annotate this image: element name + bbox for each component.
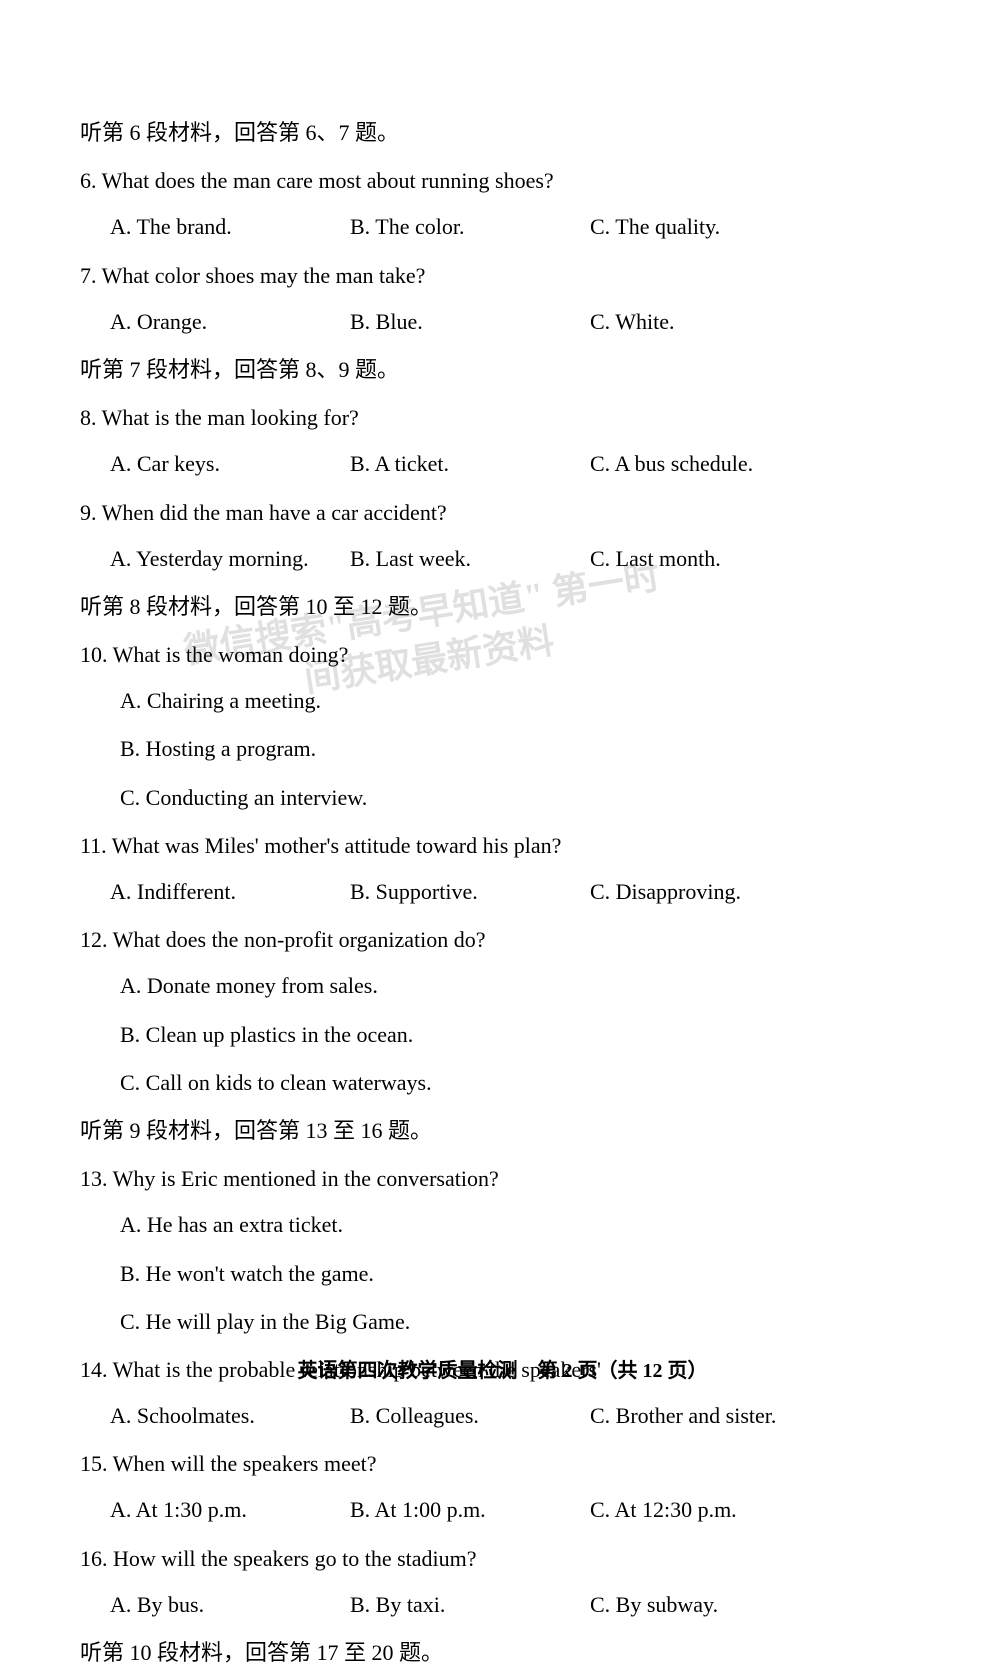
question-13: 13. Why is Eric mentioned in the convers… [80,1156,925,1345]
q10-option-c: C. Conducting an interview. [80,775,925,821]
question-12: 12. What does the non-profit organizatio… [80,917,925,1106]
q7-options: A. Orange. B. Blue. C. White. [80,299,925,345]
q10-option-b: B. Hosting a program. [80,726,925,772]
q12-option-c: C. Call on kids to clean waterways. [80,1060,925,1106]
q12-text: 12. What does the non-profit organizatio… [80,917,925,963]
question-11: 11. What was Miles' mother's attitude to… [80,823,925,915]
q6-option-a: A. The brand. [110,204,350,250]
question-6: 6. What does the man care most about run… [80,158,925,250]
q10-option-a: A. Chairing a meeting. [80,678,925,724]
section-7-header: 听第 7 段材料，回答第 8、9 题。 [80,347,925,393]
q10-text: 10. What is the woman doing? [80,632,925,678]
section-6-header: 听第 6 段材料，回答第 6、7 题。 [80,110,925,156]
page-footer: 英语第四次教学质量检测 第 2 页（共 12 页） [0,1354,1005,1383]
q9-options: A. Yesterday morning. B. Last week. C. L… [80,536,925,582]
q6-option-b: B. The color. [350,204,590,250]
q9-option-a: A. Yesterday morning. [110,536,350,582]
q6-option-c: C. The quality. [590,204,925,250]
q9-option-b: B. Last week. [350,536,590,582]
q13-text: 13. Why is Eric mentioned in the convers… [80,1156,925,1202]
q15-option-b: B. At 1:00 p.m. [350,1487,590,1533]
q7-text: 7. What color shoes may the man take? [80,253,925,299]
question-16: 16. How will the speakers go to the stad… [80,1536,925,1628]
question-10: 10. What is the woman doing? A. Chairing… [80,632,925,821]
q15-option-a: A. At 1:30 p.m. [110,1487,350,1533]
q16-option-b: B. By taxi. [350,1582,590,1628]
question-8: 8. What is the man looking for? A. Car k… [80,395,925,487]
section-9-header: 听第 9 段材料，回答第 13 至 16 题。 [80,1108,925,1154]
q14-option-b: B. Colleagues. [350,1393,590,1439]
q15-option-c: C. At 12:30 p.m. [590,1487,925,1533]
q11-option-b: B. Supportive. [350,869,590,915]
q9-text: 9. When did the man have a car accident? [80,490,925,536]
q6-text: 6. What does the man care most about run… [80,158,925,204]
q16-text: 16. How will the speakers go to the stad… [80,1536,925,1582]
page-content: 听第 6 段材料，回答第 6、7 题。 6. What does the man… [80,110,925,1676]
q6-options: A. The brand. B. The color. C. The quali… [80,204,925,250]
q13-option-c: C. He will play in the Big Game. [80,1299,925,1345]
q15-options: A. At 1:30 p.m. B. At 1:00 p.m. C. At 12… [80,1487,925,1533]
section-8-header: 听第 8 段材料，回答第 10 至 12 题。 [80,584,925,630]
q11-option-a: A. Indifferent. [110,869,350,915]
q14-option-a: A. Schoolmates. [110,1393,350,1439]
question-15: 15. When will the speakers meet? A. At 1… [80,1441,925,1533]
section-10-header: 听第 10 段材料，回答第 17 至 20 题。 [80,1630,925,1676]
question-7: 7. What color shoes may the man take? A.… [80,253,925,345]
q11-options: A. Indifferent. B. Supportive. C. Disapp… [80,869,925,915]
q16-option-c: C. By subway. [590,1582,925,1628]
q16-options: A. By bus. B. By taxi. C. By subway. [80,1582,925,1628]
q13-option-b: B. He won't watch the game. [80,1251,925,1297]
q8-options: A. Car keys. B. A ticket. C. A bus sched… [80,441,925,487]
q11-text: 11. What was Miles' mother's attitude to… [80,823,925,869]
q8-option-b: B. A ticket. [350,441,590,487]
question-9: 9. When did the man have a car accident?… [80,490,925,582]
q7-option-a: A. Orange. [110,299,350,345]
q9-option-c: C. Last month. [590,536,925,582]
q14-options: A. Schoolmates. B. Colleagues. C. Brothe… [80,1393,925,1439]
q16-option-a: A. By bus. [110,1582,350,1628]
q7-option-b: B. Blue. [350,299,590,345]
q13-option-a: A. He has an extra ticket. [80,1202,925,1248]
q8-option-c: C. A bus schedule. [590,441,925,487]
q7-option-c: C. White. [590,299,925,345]
q15-text: 15. When will the speakers meet? [80,1441,925,1487]
q12-option-a: A. Donate money from sales. [80,963,925,1009]
q8-text: 8. What is the man looking for? [80,395,925,441]
q14-option-c: C. Brother and sister. [590,1393,925,1439]
q12-option-b: B. Clean up plastics in the ocean. [80,1012,925,1058]
q8-option-a: A. Car keys. [110,441,350,487]
q11-option-c: C. Disapproving. [590,869,925,915]
